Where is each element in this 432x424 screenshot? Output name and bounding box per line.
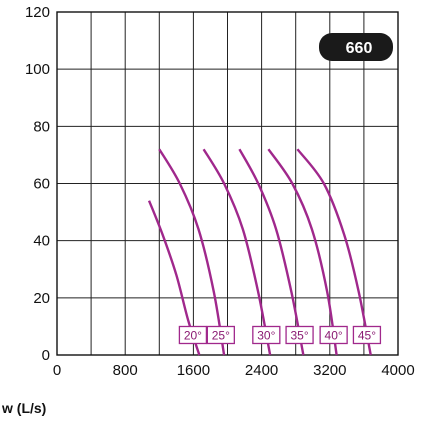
y-tick-label: 40 xyxy=(33,233,50,250)
series-line xyxy=(202,148,272,356)
grid xyxy=(56,11,399,356)
series-line xyxy=(238,148,305,356)
model-badge: 660 xyxy=(319,33,393,61)
series-line xyxy=(267,148,338,356)
series-line xyxy=(158,148,226,356)
series-label-box xyxy=(252,325,281,345)
x-tick-label: 2400 xyxy=(245,362,278,379)
y-tick-label: 120 xyxy=(25,4,50,21)
x-tick-label: 1600 xyxy=(177,362,210,379)
x-tick-label: 800 xyxy=(113,362,138,379)
model-badge-label: 660 xyxy=(346,40,373,57)
series-label-box xyxy=(285,325,314,345)
series-label: 35° xyxy=(290,328,308,342)
series-layer: 20° 25° 30° 35° 40° 45° xyxy=(147,148,382,356)
series-label: 25° xyxy=(212,328,230,342)
x-tick-label: 4000 xyxy=(381,362,414,379)
series-label: 20° xyxy=(184,328,202,342)
series-label: 30° xyxy=(257,328,275,342)
y-tick-label: 60 xyxy=(33,176,50,193)
x-tick-label: 0 xyxy=(53,362,61,379)
series-label-box xyxy=(206,325,235,345)
plot-frame xyxy=(56,11,399,356)
x-axis-label: w (L/s) xyxy=(1,400,46,416)
y-tick-label: 0 xyxy=(42,347,50,364)
x-tick-label: 3200 xyxy=(313,362,346,379)
y-axis: 0 20 40 60 80 100 120 xyxy=(25,4,50,364)
model-badge-background xyxy=(319,33,393,61)
series-label: 45° xyxy=(358,328,376,342)
y-tick-label: 100 xyxy=(25,61,50,78)
series-label-box xyxy=(319,325,348,345)
x-axis: 0 800 1600 2400 3200 4000 xyxy=(53,362,415,379)
series-line xyxy=(296,148,372,356)
series-label-box xyxy=(352,325,382,345)
series-label: 40° xyxy=(325,328,343,342)
y-tick-label: 80 xyxy=(33,118,50,135)
y-tick-label: 20 xyxy=(33,290,50,307)
series-label-box xyxy=(178,325,208,345)
